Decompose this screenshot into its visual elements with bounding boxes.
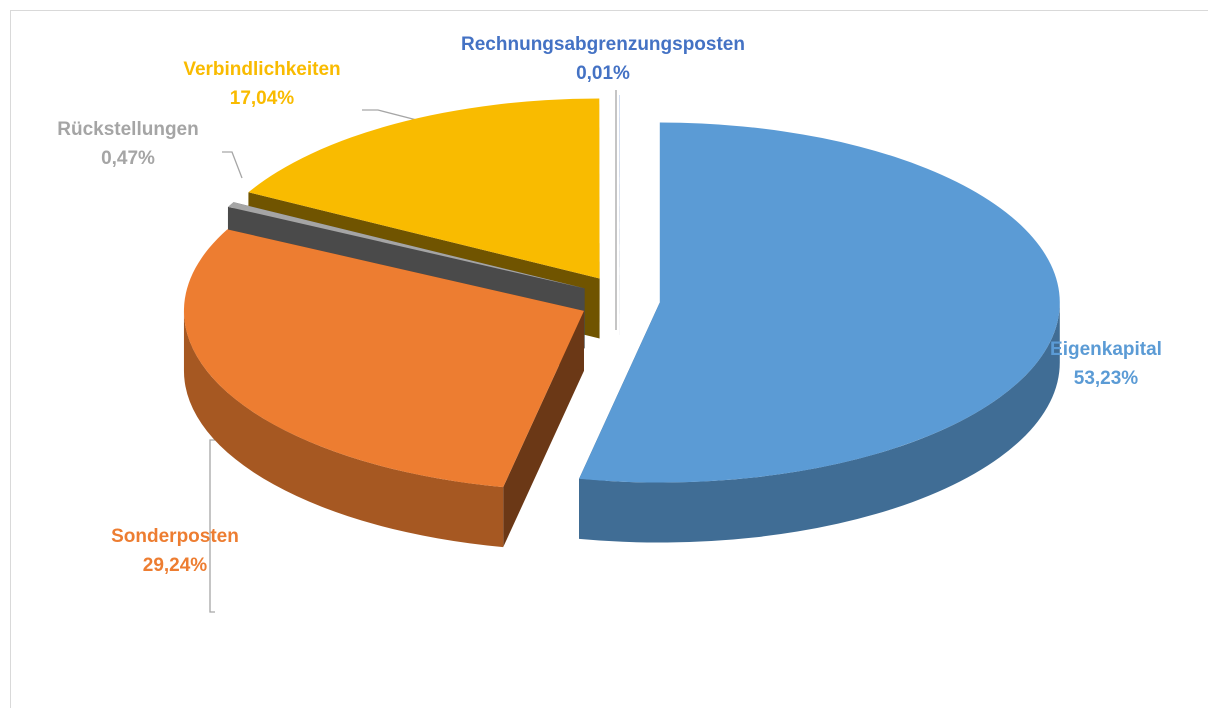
slice — [183, 229, 584, 548]
data-label-name: Verbindlichkeiten — [183, 59, 340, 80]
data-label-value: 29,24% — [143, 555, 208, 576]
data-label-value: 0,01% — [576, 63, 630, 84]
data-label-value: 0,47% — [101, 148, 155, 169]
slice-side — [579, 302, 1060, 543]
slice-top — [227, 202, 585, 289]
data-label-value: 17,04% — [230, 88, 295, 109]
data-label-name: Sonderposten — [111, 526, 239, 547]
slice — [579, 122, 1060, 543]
data-label-value: 53,23% — [1074, 368, 1139, 389]
data-label-name: Rückstellungen — [57, 119, 198, 140]
data-label-name: Rechnungsabgrenzungsposten — [461, 34, 745, 55]
slice-side — [183, 310, 504, 548]
slice-wall — [503, 310, 584, 548]
data-label-name: Eigenkapital — [1050, 339, 1162, 360]
slice-top — [248, 98, 600, 279]
slice-top — [183, 229, 584, 488]
slice-top — [579, 122, 1060, 483]
